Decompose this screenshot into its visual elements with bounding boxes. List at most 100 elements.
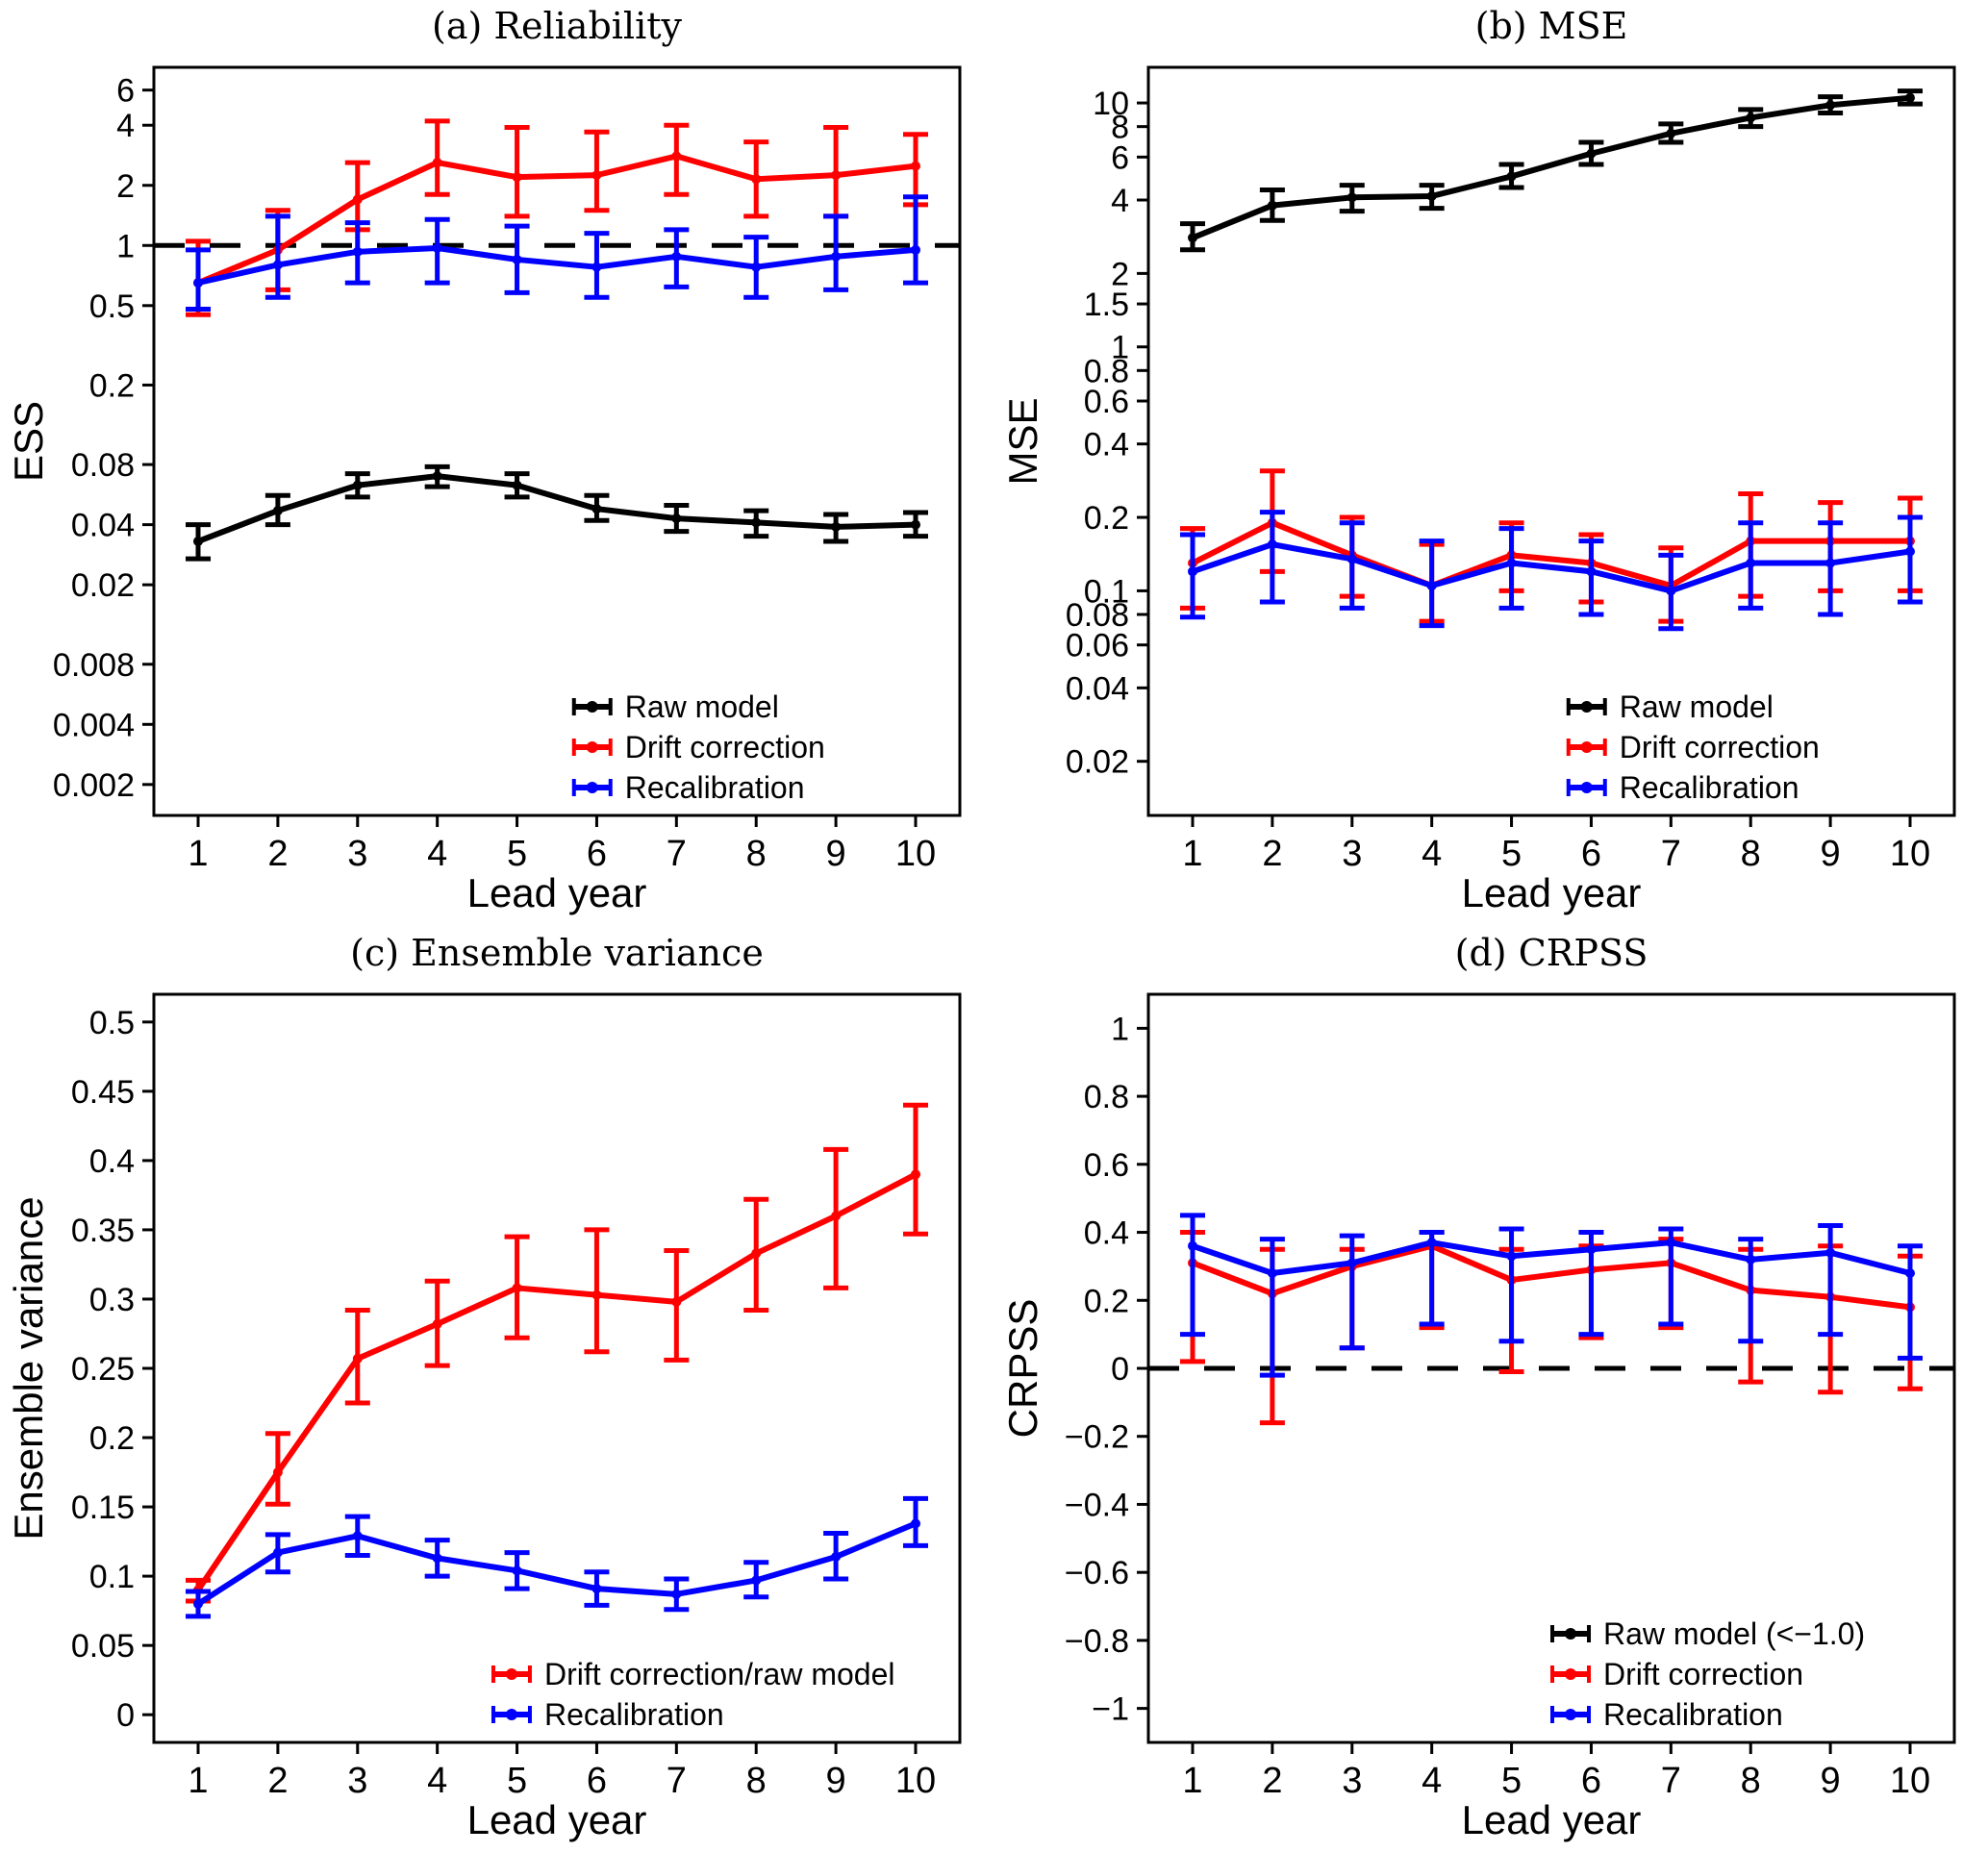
series-line [1189,541,1913,594]
y-tick-label: 0.02 [1066,744,1129,781]
data-point [1267,200,1277,211]
plot-border [152,992,962,1743]
data-point [432,1552,442,1563]
panel-c-chart: (c) Ensemble variance0.50.450.40.350.30.… [6,932,962,1842]
legend: Raw model Drift correction Recalibration [564,683,870,814]
data-point [432,471,442,482]
y-tick-label: 0.3 [89,1281,135,1317]
data-point [1267,539,1277,550]
x-tick-label: 2 [1262,834,1282,874]
data-point [353,194,364,205]
data-point [193,1598,204,1609]
data-point [671,251,682,262]
data-point [751,262,762,272]
y-tick-label: −0.8 [1065,1622,1129,1659]
y-tick-label: 10 [1093,86,1129,122]
y-tick-label: 0.002 [53,767,135,804]
x-tick-label: 6 [587,834,607,874]
data-point [1904,546,1915,557]
y-tick-label: 6 [116,73,135,110]
x-tick-label: 9 [1820,1761,1840,1801]
data-point [1426,190,1437,201]
x-tick-label: 8 [1740,1761,1760,1801]
data-point [911,519,921,530]
legend-key-point [1564,1708,1576,1720]
y-tick-label: 2 [1111,256,1129,292]
x-tick-label: 9 [826,834,846,874]
x-tick-label: 8 [746,1761,767,1801]
series-line [195,153,919,287]
data-point [1904,92,1915,103]
y-tick-label: −0.4 [1065,1487,1129,1523]
x-tick-label: 7 [667,834,687,874]
legend-label: Raw model [1620,689,1774,724]
data-point [432,158,442,168]
legend-key-point [587,701,599,713]
x-tick-label: 4 [427,1761,447,1801]
data-point [1666,586,1676,596]
y-tick-label: −1 [1092,1690,1129,1727]
panel-title: (b) MSE [1474,5,1627,47]
legend-label: Raw model (<−1.0) [1603,1616,1865,1651]
series-recalibration [1179,1212,1923,1378]
x-axis-label: Lead year [1461,1797,1641,1842]
x-axis-label: Lead year [1461,870,1641,915]
y-tick-label: 1 [1111,330,1129,366]
panel-d-chart: (d) CRPSS 1 0.8 0.6 0.4 0.2 0 −0.2 −0.4 −0.6 −0.8 −… [1000,932,1956,1842]
legend-label: Raw model [625,689,779,724]
legend-key-point [1564,1627,1576,1640]
data-point [512,480,522,490]
y-tick-label: 0.15 [71,1490,135,1526]
y-tick-label: −0.2 [1065,1418,1129,1455]
data-point [273,1547,284,1558]
data-point [671,513,682,524]
x-tick-label: 1 [1182,834,1202,874]
x-axis: 1 2 3 4 5 6 7 8 9 10 [189,815,936,874]
x-tick-label: 5 [507,834,527,874]
panel-mse: (b) MSE 10 8 6 4 2 1.5 1 0.8 0.6 0.4 0.2 0.1 0.08 0.06… [994,0,1988,927]
y-tick-label: 0.02 [71,567,135,604]
x-tick-label: 4 [1422,1761,1442,1801]
panel-title: (c) Ensemble variance [350,932,764,974]
data-point [591,1583,602,1593]
data-point [751,174,762,185]
data-point [1666,128,1676,138]
data-point [831,1551,842,1562]
series-raw-model [1179,88,1923,253]
y-tick-label: 0.2 [1083,500,1128,537]
data-point [353,1353,364,1364]
y-tick-label: 0.2 [89,367,135,404]
legend-label: Drift correction [625,730,825,764]
legend-background [483,1649,939,1740]
y-axis-label: CRPSS [1000,1298,1045,1438]
x-tick-label: 3 [347,1761,367,1801]
y-tick-label: 0.4 [1083,1214,1128,1251]
x-tick-label: 6 [587,1761,607,1801]
series-line [1189,1242,1913,1310]
x-tick-label: 9 [826,1761,846,1801]
x-tick-label: 10 [895,1761,936,1801]
series-drift-correction [1179,1229,1923,1425]
y-tick-label: 0.05 [71,1628,135,1665]
data-point [1824,558,1835,568]
data-point [911,1517,921,1528]
series-line [195,473,919,544]
series-drift-correction-raw-model [186,1102,929,1604]
x-axis: 1 2 3 4 5 6 7 8 9 10 [1182,815,1930,874]
data-point [512,254,522,264]
y-tick-label: 0.4 [89,1142,135,1179]
series-recalibration [186,194,929,312]
y-tick-label: 0.4 [1083,427,1128,463]
x-tick-label: 7 [1661,834,1681,874]
legend: Raw model (<−1.0) Drift correction Recalib… [1541,1609,1865,1740]
data-point [1745,558,1755,568]
data-point [671,151,682,162]
legend: Raw model Drift correction Recalibration [1557,683,1864,814]
series-line [1189,94,1913,241]
y-tick-label: 0.004 [53,707,135,743]
data-point [1187,233,1197,243]
y-axis-label: MSE [1000,397,1045,485]
y-tick-label: 0.2 [1083,1283,1128,1319]
y-tick-label: 0.8 [1083,353,1128,389]
